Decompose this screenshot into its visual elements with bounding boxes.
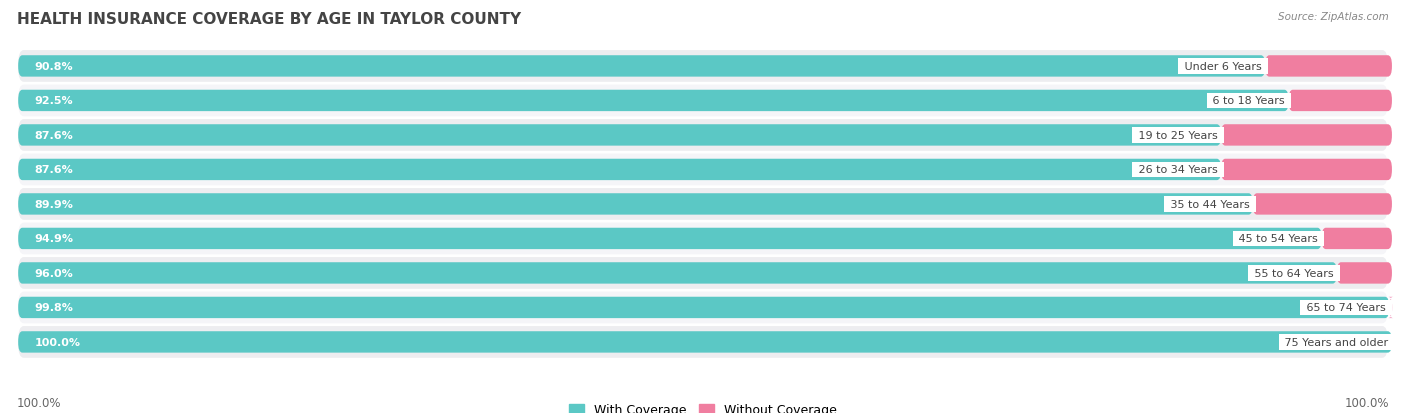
Text: 45 to 54 Years: 45 to 54 Years [1236, 234, 1322, 244]
FancyBboxPatch shape [1388, 297, 1393, 318]
Text: 65 to 74 Years: 65 to 74 Years [1303, 303, 1389, 313]
FancyBboxPatch shape [18, 263, 1337, 284]
Text: 87.6%: 87.6% [35, 165, 73, 175]
FancyBboxPatch shape [18, 51, 1388, 83]
Text: Under 6 Years: Under 6 Years [1181, 62, 1265, 72]
FancyBboxPatch shape [1253, 194, 1392, 215]
FancyBboxPatch shape [18, 228, 1322, 249]
FancyBboxPatch shape [18, 223, 1388, 255]
Text: 100.0%: 100.0% [17, 396, 62, 409]
Text: 89.9%: 89.9% [35, 199, 73, 209]
FancyBboxPatch shape [18, 194, 1253, 215]
Text: 35 to 44 Years: 35 to 44 Years [1167, 199, 1253, 209]
Text: 90.8%: 90.8% [35, 62, 73, 72]
Text: 94.9%: 94.9% [35, 234, 73, 244]
Text: 26 to 34 Years: 26 to 34 Years [1135, 165, 1220, 175]
Text: 100.0%: 100.0% [35, 337, 80, 347]
Text: 6 to 18 Years: 6 to 18 Years [1209, 96, 1289, 106]
FancyBboxPatch shape [1220, 125, 1392, 146]
FancyBboxPatch shape [18, 125, 1220, 146]
FancyBboxPatch shape [18, 189, 1388, 220]
FancyBboxPatch shape [18, 331, 1392, 353]
Text: 92.5%: 92.5% [35, 96, 73, 106]
Text: Source: ZipAtlas.com: Source: ZipAtlas.com [1278, 12, 1389, 22]
Text: HEALTH INSURANCE COVERAGE BY AGE IN TAYLOR COUNTY: HEALTH INSURANCE COVERAGE BY AGE IN TAYL… [17, 12, 522, 27]
FancyBboxPatch shape [18, 90, 1289, 112]
Legend: With Coverage, Without Coverage: With Coverage, Without Coverage [564, 398, 842, 413]
Text: 75 Years and older: 75 Years and older [1281, 337, 1392, 347]
Text: 55 to 64 Years: 55 to 64 Years [1251, 268, 1337, 278]
FancyBboxPatch shape [1322, 228, 1392, 249]
FancyBboxPatch shape [18, 326, 1388, 358]
Text: 87.6%: 87.6% [35, 131, 73, 140]
FancyBboxPatch shape [1265, 56, 1392, 78]
FancyBboxPatch shape [1289, 90, 1392, 112]
FancyBboxPatch shape [18, 85, 1388, 117]
Text: 96.0%: 96.0% [35, 268, 73, 278]
FancyBboxPatch shape [18, 159, 1220, 181]
FancyBboxPatch shape [18, 120, 1388, 152]
Text: 100.0%: 100.0% [1344, 396, 1389, 409]
FancyBboxPatch shape [18, 292, 1388, 323]
FancyBboxPatch shape [18, 257, 1388, 289]
FancyBboxPatch shape [18, 154, 1388, 186]
FancyBboxPatch shape [18, 56, 1265, 78]
FancyBboxPatch shape [1337, 263, 1392, 284]
FancyBboxPatch shape [1220, 159, 1392, 181]
FancyBboxPatch shape [18, 297, 1389, 318]
Text: 99.8%: 99.8% [35, 303, 73, 313]
Text: 19 to 25 Years: 19 to 25 Years [1135, 131, 1220, 140]
